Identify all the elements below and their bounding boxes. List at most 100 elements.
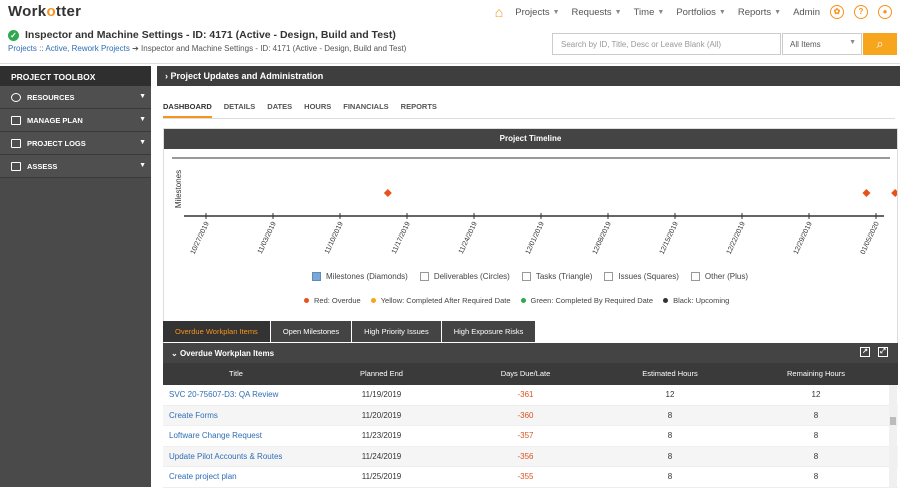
row-estimated-hours: 8 (667, 451, 673, 461)
timeline-tick-label: 12/29/2019 (793, 221, 814, 256)
grid-scrollbar[interactable] (889, 385, 897, 487)
timeline-tick-label: 11/17/2019 (391, 221, 412, 255)
section-header[interactable]: › Project Updates and Administration (157, 66, 900, 86)
gear-icon[interactable]: ✿ (830, 5, 844, 19)
tab-dates[interactable]: DATES (267, 102, 293, 111)
timeline-tick-label: 12/22/2019 (726, 221, 747, 256)
timeline-tick-label: 01/05/2020 (860, 221, 881, 256)
col-remaining-hours[interactable]: Remaining Hours (787, 369, 845, 378)
row-days-late: -356 (517, 451, 534, 461)
project-tabs: DASHBOARD DETAILS DATES HOURS FINANCIALS… (163, 102, 449, 118)
row-days-late: -360 (517, 410, 534, 420)
chart-icon (11, 161, 21, 171)
status-legend: Red: Overdue Yellow: Completed After Req… (304, 296, 739, 305)
tab-reports[interactable]: REPORTS (400, 102, 437, 111)
popout-icon[interactable]: ↗ (860, 347, 870, 357)
milestone-diamond (862, 189, 871, 197)
tab-open-milestones[interactable]: Open Milestones (270, 321, 352, 342)
tab-divider (163, 118, 895, 119)
legend-yellow: Yellow: Completed After Required Date (370, 296, 511, 305)
overdue-grid: ⌄ Overdue Workplan Items ↗ ⤢ Title Plann… (163, 343, 898, 488)
checkbox-icon[interactable] (521, 272, 531, 281)
check-circle-icon: ✓ (8, 29, 19, 41)
filter-milestones[interactable]: Milestones (Diamonds) (312, 272, 408, 281)
search-button[interactable]: ⌕ (863, 33, 897, 55)
breadcrumb-current: Inspector and Machine Settings - ID: 417… (141, 44, 407, 53)
row-title-link[interactable]: SVC 20-75607-D3: QA Review (169, 390, 279, 400)
nav-projects[interactable]: Projects ▼ (515, 6, 560, 18)
chevron-down-icon: ▼ (139, 162, 146, 169)
timeline-tick-label: 10/27/2019 (190, 221, 211, 256)
sidebar-item-assess[interactable]: ASSESS ▼ (0, 155, 151, 178)
checkbox-icon[interactable] (604, 272, 614, 281)
table-row[interactable]: Create project plan 11/25/2019 -355 8 8 (163, 467, 898, 488)
tab-details[interactable]: DETAILS (223, 102, 256, 111)
row-title-link[interactable]: Loftware Change Request (169, 431, 262, 441)
checkbox-icon[interactable] (690, 272, 700, 281)
nav-reports[interactable]: Reports ▼ (737, 6, 782, 18)
table-row[interactable]: SVC 20-75607-D3: QA Review 11/19/2019 -361… (163, 385, 898, 406)
tab-overdue-workplan[interactable]: Overdue Workplan Items (163, 321, 270, 342)
help-icon[interactable]: ? (854, 5, 868, 19)
col-days-late[interactable]: Days Due/Late (500, 369, 551, 378)
sidebar-item-manage-plan[interactable]: MANAGE PLAN ▼ (0, 109, 151, 132)
type-filter-legend: Milestones (Diamonds) Deliverables (Circ… (312, 272, 760, 281)
timeline-tick-label: 11/10/2019 (324, 221, 345, 255)
checkbox-checked-icon[interactable] (312, 272, 321, 281)
col-estimated-hours[interactable]: Estimated Hours (642, 369, 698, 378)
checkbox-icon[interactable] (419, 272, 429, 281)
row-estimated-hours: 12 (665, 390, 675, 400)
row-planned-end: 11/20/2019 (361, 410, 402, 420)
breadcrumb-projects[interactable]: Projects (8, 44, 37, 53)
grid-header[interactable]: ⌄ Overdue Workplan Items ↗ ⤢ (163, 343, 898, 363)
nav-requests[interactable]: Requests ▼ (571, 6, 622, 18)
page-title: ✓ Inspector and Machine Settings - ID: 41… (8, 29, 396, 41)
nav-portfolios[interactable]: Portfolios ▼ (676, 6, 726, 18)
row-title-link[interactable]: Create Forms (169, 410, 218, 420)
tab-hours[interactable]: HOURS (304, 102, 332, 111)
row-remaining-hours: 8 (813, 431, 819, 441)
tab-high-priority-issues[interactable]: High Priority Issues (352, 321, 441, 342)
project-toolbox-sidebar: PROJECT TOOLBOX RESOURCES ▼ MANAGE PLAN ▼ … (0, 66, 151, 487)
legend-green: Green: Completed By Required Date (520, 296, 653, 305)
tab-high-exposure-risks[interactable]: High Exposure Risks (441, 321, 536, 342)
row-planned-end: 11/19/2019 (361, 390, 402, 400)
user-icon[interactable]: ● (878, 5, 892, 19)
chevron-right-icon: › (165, 71, 168, 81)
scroll-thumb[interactable] (890, 417, 896, 425)
row-title-link[interactable]: Create project plan (169, 472, 237, 482)
row-remaining-hours: 8 (813, 410, 819, 420)
col-planned-end[interactable]: Planned End (360, 369, 403, 378)
row-title-link[interactable]: Update Pilot Accounts & Routes (169, 451, 283, 461)
project-timeline: Project Timeline Milestones 10/27/2019 11… (163, 128, 898, 376)
nav-time[interactable]: Time ▼ (633, 6, 665, 18)
filter-deliverables[interactable]: Deliverables (Circles) (419, 272, 510, 281)
filter-other[interactable]: Other (Plus) (690, 272, 748, 281)
log-icon (11, 138, 21, 148)
table-row[interactable]: Update Pilot Accounts & Routes 11/24/2019… (163, 446, 898, 467)
red-dot-icon (304, 298, 309, 303)
filter-tasks[interactable]: Tasks (Triangle) (521, 272, 592, 281)
grid-tabs: Overdue Workplan Items Open Milestones H… (163, 321, 536, 342)
workotter-logo[interactable]: Workotter (8, 3, 82, 20)
search-scope-select[interactable]: All Items ▼ (782, 33, 862, 55)
col-title[interactable]: Title (229, 369, 243, 378)
sidebar-item-resources[interactable]: RESOURCES ▼ (0, 86, 151, 109)
chevron-down-icon: ▼ (139, 93, 146, 100)
chevron-down-icon: ⌄ (171, 349, 178, 358)
home-icon[interactable]: ⌂ (494, 4, 504, 20)
grid-body: SVC 20-75607-D3: QA Review 11/19/2019 -361… (163, 385, 898, 488)
row-remaining-hours: 8 (813, 451, 819, 461)
main-nav: ⌂ Projects ▼ Requests ▼ Time ▼ Portfolios ▼ … (495, 4, 892, 20)
table-row[interactable]: Loftware Change Request 11/23/2019 -357 8 8 (163, 426, 898, 447)
filter-issues[interactable]: Issues (Squares) (604, 272, 679, 281)
expand-icon[interactable]: ⤢ (878, 347, 888, 357)
sidebar-item-project-logs[interactable]: PROJECT LOGS ▼ (0, 132, 151, 155)
breadcrumb-active-rework[interactable]: Active, Rework Projects (45, 44, 130, 53)
tab-dashboard[interactable]: DASHBOARD (163, 102, 212, 118)
nav-admin[interactable]: Admin (793, 6, 820, 18)
row-estimated-hours: 8 (667, 472, 673, 482)
tab-financials[interactable]: FINANCIALS (343, 102, 389, 111)
table-row[interactable]: Create Forms 11/20/2019 -360 8 8 (163, 405, 898, 426)
search-input[interactable]: Search by ID, Title, Desc or Leave Blank… (552, 33, 781, 55)
